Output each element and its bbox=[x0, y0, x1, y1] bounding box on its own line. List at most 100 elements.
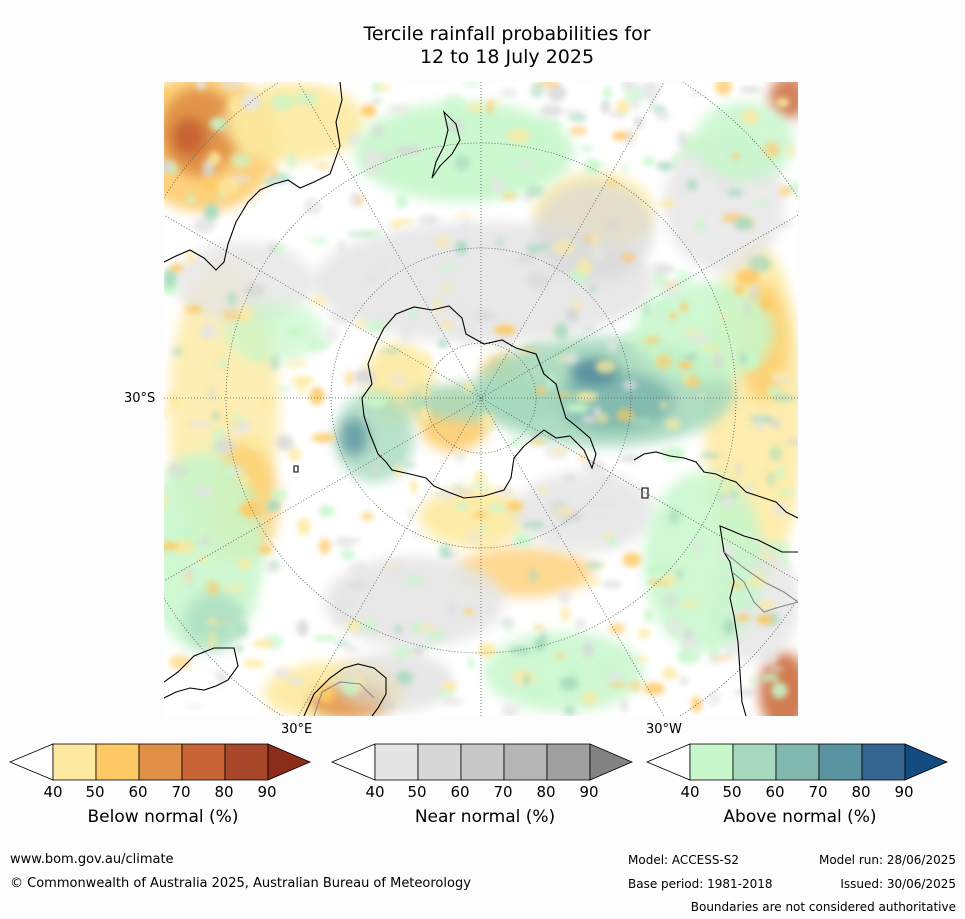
probability-speckle bbox=[499, 88, 518, 98]
probability-speckle bbox=[439, 263, 458, 270]
probability-speckle bbox=[650, 105, 668, 113]
colorbar-swatch bbox=[546, 743, 591, 781]
probability-speckle bbox=[607, 180, 618, 186]
probability-speckle bbox=[775, 220, 793, 228]
probability-speckle bbox=[705, 690, 722, 707]
probability-speckle bbox=[540, 104, 563, 117]
above-normal-label: Above normal (%) bbox=[723, 807, 877, 827]
probability-speckle bbox=[311, 433, 336, 443]
probability-speckle bbox=[582, 459, 606, 475]
probability-speckle bbox=[694, 539, 702, 553]
probability-speckle bbox=[741, 108, 760, 125]
probability-speckle bbox=[751, 284, 758, 301]
probability-speckle bbox=[349, 191, 362, 207]
probability-speckle bbox=[661, 280, 681, 298]
probability-speckle bbox=[187, 193, 195, 205]
probability-speckle bbox=[556, 392, 573, 397]
probability-speckle bbox=[399, 327, 414, 345]
probability-speckle bbox=[593, 513, 607, 521]
above-normal-colorbar: 40 50 60 70 80 90 Above normal (%) bbox=[645, 742, 955, 842]
probability-speckle bbox=[668, 313, 678, 320]
probability-speckle bbox=[661, 573, 678, 587]
probability-speckle bbox=[275, 385, 294, 392]
probability-speckle bbox=[244, 283, 266, 298]
probability-speckle bbox=[630, 98, 640, 111]
probability-speckle bbox=[753, 415, 765, 433]
probability-speckle bbox=[527, 271, 550, 289]
probability-speckle bbox=[582, 324, 597, 334]
near-normal-colorbar-swatches bbox=[330, 743, 634, 781]
probability-speckle bbox=[258, 544, 273, 554]
probability-speckle bbox=[691, 696, 702, 713]
probability-speckle bbox=[738, 86, 762, 93]
probability-speckle bbox=[164, 159, 172, 174]
probability-speckle bbox=[591, 246, 605, 262]
probability-speckle bbox=[418, 214, 440, 226]
probability-speckle bbox=[595, 359, 616, 374]
probability-speckle bbox=[679, 675, 689, 686]
probability-speckle bbox=[230, 621, 249, 637]
probability-speckle bbox=[209, 116, 227, 132]
probability-speckle bbox=[268, 323, 276, 334]
probability-speckle bbox=[514, 256, 538, 263]
probability-speckle bbox=[337, 594, 357, 613]
probability-speckle bbox=[435, 235, 450, 248]
probability-speckle bbox=[501, 703, 520, 716]
probability-speckle bbox=[365, 319, 387, 333]
probability-speckle bbox=[173, 528, 197, 542]
probability-speckle bbox=[552, 447, 567, 454]
probability-speckle bbox=[607, 336, 617, 353]
probability-speckle bbox=[203, 174, 218, 192]
probability-speckle bbox=[478, 643, 496, 658]
probability-speckle bbox=[584, 579, 601, 586]
probability-speckle bbox=[540, 631, 547, 645]
probability-speckle bbox=[497, 237, 504, 248]
probability-speckle bbox=[609, 111, 627, 118]
probability-speckle bbox=[723, 618, 735, 635]
probability-speckle bbox=[575, 391, 599, 402]
probability-speckle bbox=[192, 217, 216, 233]
probability-speckle bbox=[186, 249, 196, 266]
probability-speckle bbox=[687, 178, 697, 191]
probability-speckle bbox=[349, 561, 368, 577]
probability-speckle bbox=[781, 551, 788, 568]
probability-speckle bbox=[585, 499, 601, 510]
below-normal-colorbar: 40 50 60 70 80 90 Below normal (%) bbox=[8, 742, 318, 842]
probability-speckle bbox=[370, 99, 383, 104]
model-name: Model: ACCESS-S2 bbox=[628, 853, 740, 867]
below-tick-80: 80 bbox=[214, 783, 234, 801]
probability-speckle bbox=[702, 208, 712, 213]
base-period: Base period: 1981-2018 bbox=[628, 877, 773, 891]
probability-speckle bbox=[520, 161, 532, 170]
colorbar-swatch bbox=[138, 743, 183, 781]
probability-speckle bbox=[563, 474, 576, 481]
probability-speckle bbox=[637, 628, 651, 640]
probability-speckle bbox=[394, 464, 403, 477]
probability-speckle bbox=[538, 120, 562, 128]
probability-speckle bbox=[448, 603, 457, 614]
probability-speckle bbox=[227, 290, 237, 307]
probability-speckle bbox=[390, 371, 407, 387]
probability-speckle bbox=[487, 111, 498, 118]
probability-speckle bbox=[198, 635, 205, 644]
probability-speckle bbox=[442, 681, 457, 691]
website-link[interactable]: www.bom.gov.au/climate bbox=[10, 852, 174, 867]
probability-speckle bbox=[785, 439, 798, 444]
probability-speckle bbox=[412, 530, 420, 538]
probability-speckle bbox=[506, 501, 523, 511]
probability-speckle bbox=[288, 678, 305, 685]
probability-speckle bbox=[659, 400, 668, 410]
probability-speckle bbox=[329, 307, 353, 324]
probability-speckle bbox=[675, 269, 691, 286]
probability-speckle bbox=[308, 238, 330, 244]
probability-speckle bbox=[347, 620, 360, 631]
probability-speckle bbox=[597, 665, 617, 675]
probability-speckle bbox=[164, 89, 172, 97]
probability-speckle bbox=[456, 302, 465, 310]
probability-speckle bbox=[565, 307, 580, 323]
probability-speckle bbox=[609, 681, 628, 688]
probability-speckle bbox=[204, 203, 219, 221]
probability-speckle bbox=[736, 268, 760, 286]
probability-speckle bbox=[561, 108, 582, 115]
probability-speckle bbox=[215, 617, 229, 626]
